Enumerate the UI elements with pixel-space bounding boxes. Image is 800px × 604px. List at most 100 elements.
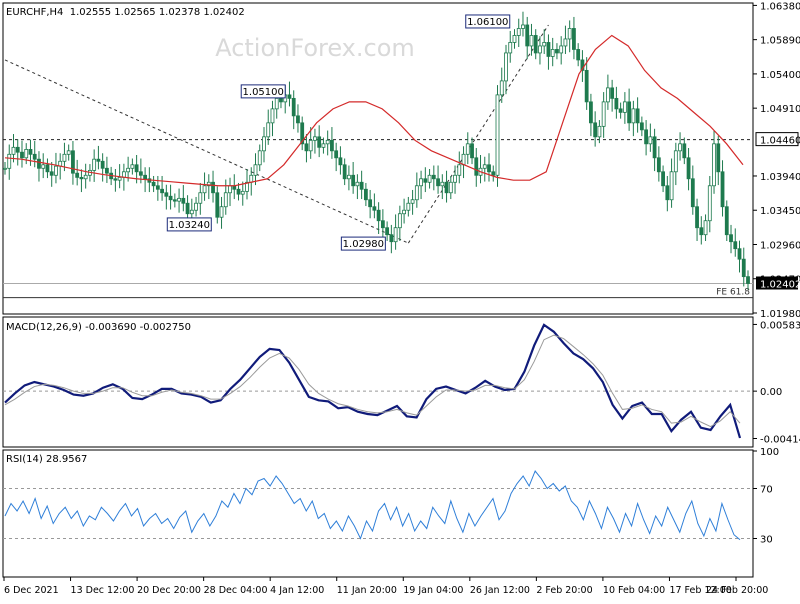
level-price-tag [755,132,799,147]
candle-body [525,24,530,47]
candle-body [41,164,46,169]
trendline-1 [407,24,549,244]
candle-body [223,192,228,208]
candle-body [253,164,258,176]
candle-body [160,188,164,194]
candle-body [113,178,118,181]
candle-body [257,150,262,166]
candle-body [639,122,644,131]
candle-body [198,192,203,204]
candle-body [423,178,428,183]
x-tick-label: 4 Jan 12:00 [270,585,324,596]
candle-body [325,139,330,145]
price-tick-label: 1.05400 [760,70,800,81]
price-tick-label: 1.01980 [760,309,800,320]
candle-body [729,234,733,243]
candle-body [563,38,568,47]
x-tick-label: 2 Feb 20:00 [536,585,592,596]
candle-body [555,49,559,54]
candle-body [673,150,678,173]
candle-body [397,213,402,229]
candle-body [304,143,309,152]
candle-body [54,165,58,176]
candle-body [482,164,487,169]
candle-body [143,174,148,180]
candle-body [627,101,632,124]
candle-body [741,258,746,278]
candle-body [15,146,20,153]
candle-body [572,28,576,50]
x-tick-label: 11 Jan 20:00 [337,585,397,596]
watermark: ActionForex.com [215,34,415,62]
candle-body [291,97,296,117]
candle-body [347,174,351,180]
x-tick-label: 26 Jan 12:00 [470,585,530,596]
candle-body [296,115,300,124]
candle-body [644,129,649,145]
candle-body [593,122,598,138]
candle-body [508,42,513,54]
candle-body [431,174,436,180]
candle-body [457,164,462,176]
candle-body [661,171,665,187]
candle-body [419,178,423,187]
candle-body [495,94,500,176]
candle-body [270,108,275,124]
candle-body [3,167,7,170]
candle-body [448,181,453,194]
candle-body [249,174,254,183]
candle-body [656,157,661,173]
annotation-box [166,217,212,232]
candle-body [37,158,41,169]
fib-level-label: FE 61.8 [716,288,750,298]
macd-tick-label: 0.00 [760,387,782,398]
candle-body [712,143,716,187]
rsi-title: RSI(14) 28.9567 [6,454,87,465]
rsi-tick-label: 30 [760,535,773,546]
candle-body [228,185,232,194]
macd-line [4,323,742,439]
candle-body [266,122,271,138]
candle-body [168,195,173,201]
candle-body [504,52,508,82]
candle-body [164,192,169,197]
candle-body [652,136,657,159]
candle-body [189,209,194,215]
rsi-line [4,470,741,541]
candle-body [219,206,224,218]
candle-body [96,158,101,162]
candle-body [414,185,419,201]
candle-body [240,190,245,195]
candle-body [597,125,602,138]
candle-body [436,178,440,187]
candle-body [100,160,105,169]
candle-body [538,45,542,54]
current-price-tag [756,276,798,290]
x-tick-label: 28 Dec 04:00 [204,585,268,596]
candle-body [134,164,139,173]
candle-body [516,28,521,36]
candle-body [584,70,589,103]
price-tick-label: 1.06380 [760,1,800,12]
candle-body [24,149,29,159]
candle-body [83,174,88,180]
candle-body [737,248,742,260]
candle-body [172,199,177,202]
candle-body [363,188,368,201]
candle-body [716,143,721,173]
annotation-label: 1.06100 [467,17,508,28]
price-tick-label: 1.03450 [760,206,800,217]
price-layer: FE 61.8 1.06100 1.05100 1.03240 1.02980 [3,11,753,299]
candle-body [66,150,71,155]
candle-body [177,197,181,202]
candle-body [236,188,241,195]
candle-body [529,35,534,47]
candle-body [380,220,385,229]
candle-body [206,181,211,187]
annotation-box [340,236,386,251]
candle-body [279,97,283,103]
candle-body [678,143,682,152]
candle-body [695,206,699,229]
